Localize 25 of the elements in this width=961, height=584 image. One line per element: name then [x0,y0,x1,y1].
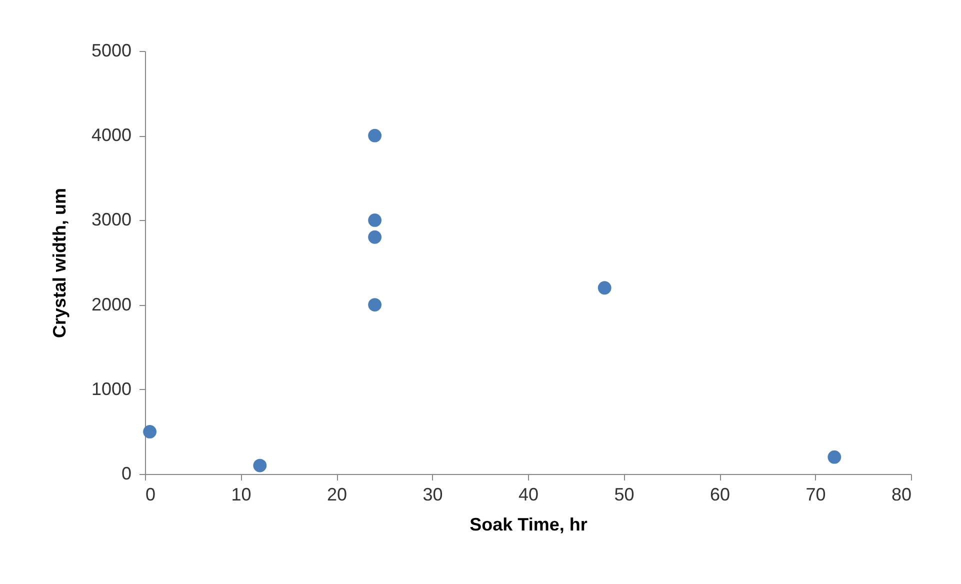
x-tick-label: 50 [614,484,634,504]
point [143,425,156,438]
x-tick-label: 20 [326,484,348,504]
y-tick-label: 1000 [91,378,132,399]
x-tick-label: 30 [422,484,443,504]
y-tick-label: 4000 [91,125,132,146]
y-tick-label: 0 [121,464,132,484]
y-tick-label: 3000 [91,210,132,230]
y-tick-label: 2000 [91,294,132,314]
x-tick-label: 70 [806,484,826,504]
x-tick-label: 60 [710,484,730,504]
point [253,458,267,472]
point [368,214,382,227]
x-tick-label: 0 [146,484,156,504]
point [828,450,842,464]
point [368,230,382,244]
x-tick-label: 10 [231,484,252,504]
point [368,128,382,142]
y-axis-title: Crystal width, um [49,188,70,338]
x-tick-label: 40 [518,484,539,504]
point [368,298,382,312]
x-tick-label: 80 [891,484,912,504]
x-axis-title: Soak Time, hr [470,514,588,534]
point [598,281,612,295]
y-tick-label: 5000 [91,40,132,60]
